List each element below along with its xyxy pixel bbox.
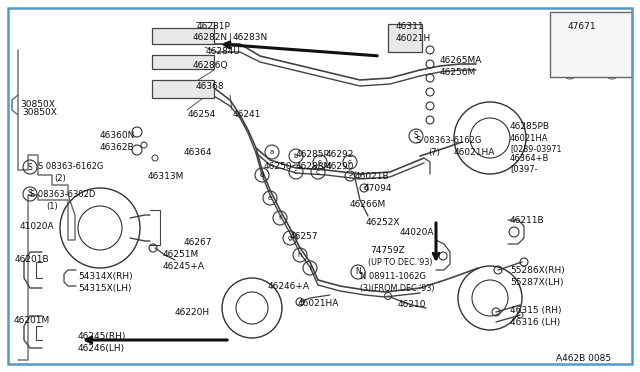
Text: S: S	[28, 189, 33, 199]
Text: 46265MA: 46265MA	[440, 56, 483, 65]
Text: 46364+B: 46364+B	[510, 154, 549, 163]
Bar	[550, 12, 632, 77]
Text: 46211B: 46211B	[510, 216, 545, 225]
Text: 46284U: 46284U	[206, 47, 241, 56]
Text: 46282N: 46282N	[193, 33, 228, 42]
Text: f: f	[279, 215, 281, 221]
Text: (7): (7)	[428, 148, 440, 157]
Text: 46250: 46250	[264, 162, 292, 171]
Text: (2): (2)	[54, 174, 66, 183]
Text: 46021HA: 46021HA	[510, 134, 548, 143]
Text: 46316 (LH): 46316 (LH)	[510, 318, 560, 327]
Text: 46364: 46364	[184, 148, 212, 157]
Text: 46201B: 46201B	[15, 255, 50, 264]
Text: 46286Q: 46286Q	[193, 61, 228, 70]
Text: g: g	[288, 235, 292, 241]
Text: d: d	[260, 172, 264, 178]
Text: 46021HA: 46021HA	[298, 299, 339, 308]
Text: 46315 (RH): 46315 (RH)	[510, 306, 561, 315]
Text: 46254: 46254	[188, 110, 216, 119]
Text: c: c	[294, 169, 298, 175]
Text: S: S	[413, 131, 419, 141]
Text: h: h	[298, 252, 302, 258]
Text: c: c	[316, 169, 320, 175]
Text: 46241: 46241	[233, 110, 261, 119]
Bar	[388, 24, 422, 52]
Text: 41020A: 41020A	[20, 222, 54, 231]
Text: (UP TO DEC.'93): (UP TO DEC.'93)	[368, 258, 433, 267]
Text: N: N	[355, 267, 361, 276]
Text: 47671: 47671	[568, 22, 596, 31]
Text: [0397-: [0397-	[510, 164, 538, 173]
Text: 46210: 46210	[398, 300, 426, 309]
Text: 46311: 46311	[396, 22, 424, 31]
Text: 46245(RH): 46245(RH)	[78, 332, 126, 341]
Text: 44020A: 44020A	[400, 228, 435, 237]
Text: 46246+A: 46246+A	[268, 282, 310, 291]
Text: 46368: 46368	[196, 82, 225, 91]
Text: 30850X: 30850X	[20, 100, 55, 109]
Text: N 08911-1062G: N 08911-1062G	[360, 272, 426, 281]
Text: 46362B: 46362B	[100, 143, 134, 152]
Text: i: i	[309, 265, 311, 271]
Text: (3)(FROM DEC.'93): (3)(FROM DEC.'93)	[360, 284, 435, 293]
Text: 46285PB: 46285PB	[510, 122, 550, 131]
Text: S 08363-6162G: S 08363-6162G	[416, 136, 481, 145]
Text: A462B 0085: A462B 0085	[556, 354, 611, 363]
Text: 74759Z: 74759Z	[370, 246, 404, 255]
Text: 55286X(RH): 55286X(RH)	[510, 266, 564, 275]
Text: a: a	[270, 149, 274, 155]
Text: 46290: 46290	[326, 162, 355, 171]
Text: 46251M: 46251M	[163, 250, 199, 259]
Text: 54314X(RH): 54314X(RH)	[78, 272, 132, 281]
Text: 46285P: 46285P	[296, 150, 330, 159]
Text: 46021B: 46021B	[355, 172, 390, 181]
Text: 47094: 47094	[364, 184, 392, 193]
Text: e: e	[268, 195, 272, 201]
Text: 46256M: 46256M	[440, 68, 476, 77]
Text: b: b	[294, 153, 298, 159]
Text: 46246(LH): 46246(LH)	[78, 344, 125, 353]
Text: 46283N: 46283N	[233, 33, 268, 42]
Text: [0289-03971: [0289-03971	[510, 144, 561, 153]
Text: 55287X(LH): 55287X(LH)	[510, 278, 563, 287]
Text: 46201M: 46201M	[14, 316, 51, 325]
Text: 46021HA: 46021HA	[454, 148, 495, 157]
Text: 46292: 46292	[326, 150, 355, 159]
Text: 46360N: 46360N	[100, 131, 136, 140]
Text: 54315X(LH): 54315X(LH)	[78, 284, 131, 293]
Text: 46266M: 46266M	[350, 200, 387, 209]
Bar	[152, 80, 214, 98]
Text: c: c	[318, 159, 322, 165]
Text: 46252X: 46252X	[366, 218, 401, 227]
Text: 46021H: 46021H	[396, 34, 431, 43]
Text: 30850X: 30850X	[22, 108, 57, 117]
Bar	[152, 28, 214, 44]
Text: 46257: 46257	[290, 232, 319, 241]
Text: 46267: 46267	[184, 238, 212, 247]
Text: S 08363-6162G: S 08363-6162G	[38, 162, 104, 171]
Text: 46220H: 46220H	[175, 308, 210, 317]
Text: c: c	[348, 159, 352, 165]
Text: 46281P: 46281P	[197, 22, 231, 31]
Text: S: S	[28, 163, 33, 171]
Text: S 08363-6302D: S 08363-6302D	[30, 190, 95, 199]
Text: 46313M: 46313M	[148, 172, 184, 181]
Bar	[152, 55, 214, 69]
Text: (1): (1)	[46, 202, 58, 211]
Text: 46245+A: 46245+A	[163, 262, 205, 271]
Text: 46288M: 46288M	[296, 162, 332, 171]
